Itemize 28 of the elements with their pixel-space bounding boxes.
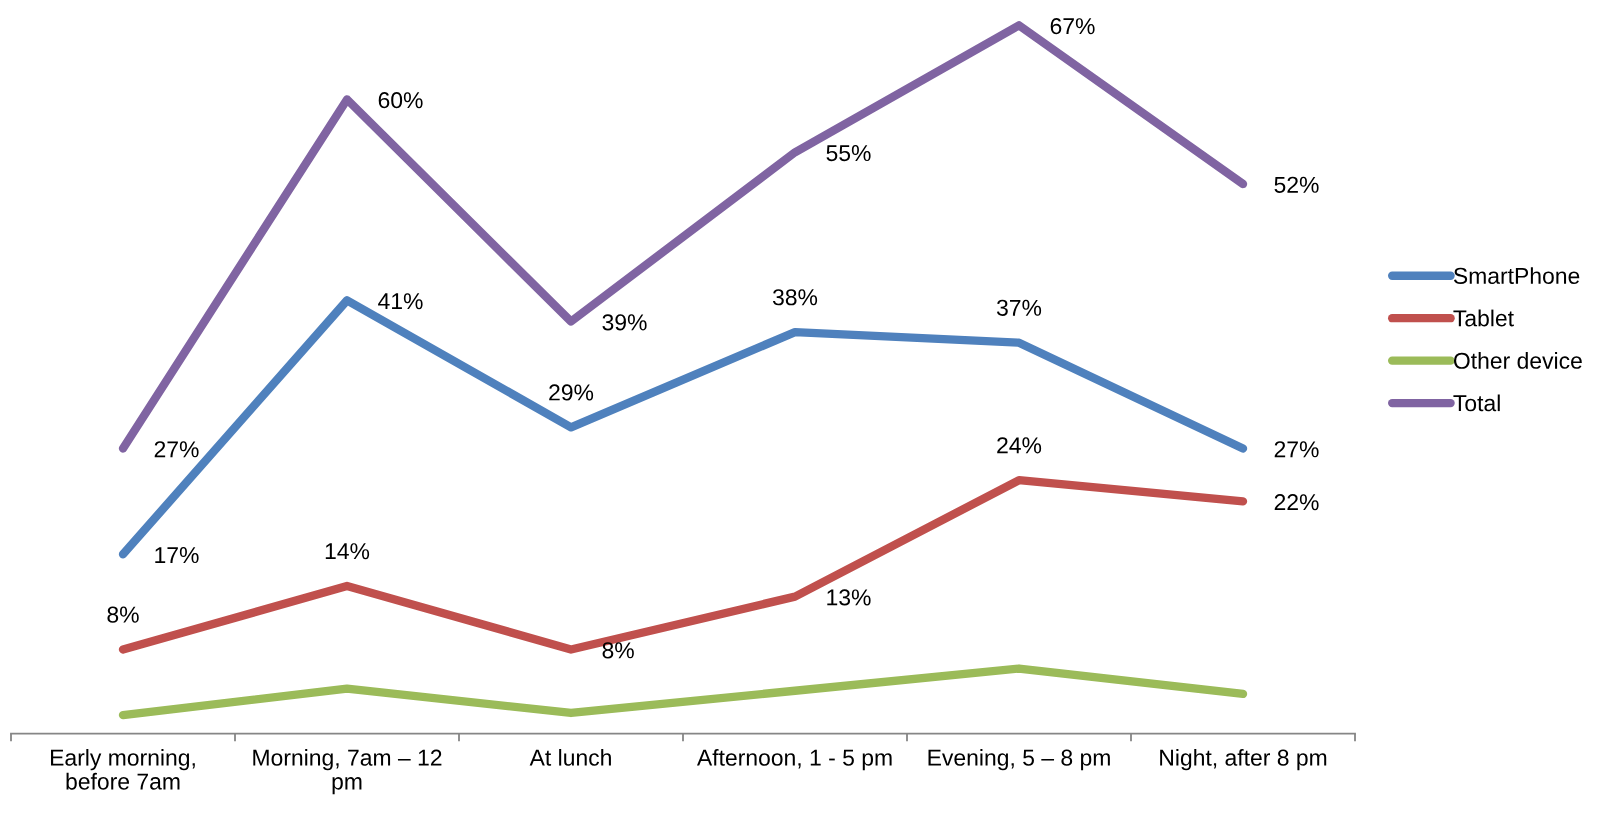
data-label: 27% <box>154 441 199 458</box>
x-tick-label: Night, after 8 pm <box>1160 748 1327 771</box>
data-label: 29% <box>549 384 594 401</box>
data-label: 14% <box>325 543 370 560</box>
data-label: 37% <box>996 299 1042 316</box>
data-label: 39% <box>602 314 647 331</box>
x-tick-label: Early morning, before 7am <box>51 748 195 790</box>
data-label: 67% <box>1050 18 1095 35</box>
data-label: 52% <box>1274 176 1319 193</box>
data-label: 55% <box>826 145 871 162</box>
legend-label: Tablet <box>1453 309 1514 327</box>
data-label: 27% <box>1274 441 1319 458</box>
data-label: 41% <box>378 293 423 310</box>
data-label: 22% <box>1274 494 1319 511</box>
x-tick-label: Morning, 7am – 12 pm <box>253 748 442 795</box>
x-tick-label: Evening, 5 – 8 pm <box>928 748 1110 771</box>
data-label: 13% <box>827 589 871 606</box>
data-label: 8% <box>107 606 139 623</box>
data-label: 24% <box>997 437 1042 454</box>
data-label: 17% <box>155 547 199 564</box>
x-tick-label: At lunch <box>529 748 611 766</box>
legend-label: Other device <box>1453 352 1582 369</box>
legend-label: Total <box>1453 394 1500 412</box>
data-label: 8% <box>602 642 634 659</box>
legend-label: SmartPhone <box>1453 267 1580 284</box>
data-label: 60% <box>378 92 423 109</box>
data-label: 38% <box>772 289 818 306</box>
x-tick-label: Afternoon, 1 - 5 pm <box>696 749 892 771</box>
